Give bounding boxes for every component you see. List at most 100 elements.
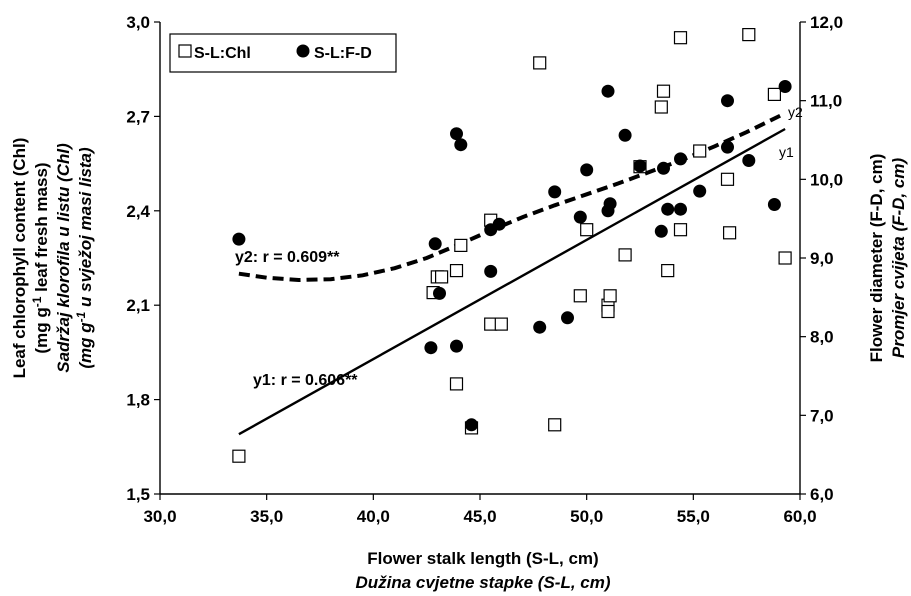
fd-point [580,163,594,177]
right-y-tick-label: 10,0 [810,170,843,189]
chl-point [494,317,508,331]
chl-point [722,226,737,240]
fd-point [721,94,734,108]
x-tick-label: 30,0 [143,507,176,526]
legend: S-L:Chl S-L:F-D [169,33,397,73]
x-axis-title-local: Dužina cvjetne stapke (S-L, cm) [355,573,610,592]
left-y-title-line4: (mg g-1 u svježoj masi lista) [74,147,95,369]
chl-point [454,238,468,252]
y2-annotation: y2: r = 0.609** [235,249,340,266]
chl-point [435,270,449,284]
x-tick-label: 60,0 [783,507,816,526]
x-tick-label: 45,0 [463,507,496,526]
fd-point [601,84,615,98]
legend-circle-marker [296,44,310,58]
right-y-title-local: Promjer cvijeta (F-D, cm) [889,158,908,359]
fd-point [573,210,587,224]
fd-point [618,128,632,142]
fd-point [661,202,675,216]
y2-end-label: y2 [788,104,803,120]
fd-point [465,418,478,432]
right-y-tick-label: 9,0 [810,249,834,268]
chl-point [778,251,792,265]
left-y-tick-label: 1,5 [126,485,150,504]
fd-point [533,320,547,334]
fd-point [674,152,687,166]
left-y-title-line2: (mg g-1 leaf fresh mass) [30,162,51,353]
x-tick-label: 35,0 [250,507,283,526]
x-axis-title: Flower stalk length (S-L, cm) [367,549,598,568]
x-axis-ticks: 30,0 35,0 40,0 45,0 50,0 55,0 60,0 [143,494,817,526]
fd-point [492,217,506,231]
left-y-title-line1: Leaf chlorophyll content (Chl) [10,138,29,379]
chl-point [673,31,688,45]
fd-point [633,159,647,173]
legend-label-fd: S-L:F-D [314,45,372,62]
left-y-title-line3: Sadržaj klorofila u listu (Chl) [54,143,73,373]
fd-point [484,264,498,278]
left-y-tick-label: 1,8 [126,391,150,410]
fd-point [450,339,463,353]
chl-point [603,289,617,303]
left-y-tick-label: 3,0 [126,13,150,32]
fd-point [454,138,468,152]
fd-point [428,237,442,251]
fd-point [693,184,707,198]
fd-point [561,311,574,325]
chl-point [618,248,632,262]
chl-point [232,449,246,463]
chl-point [656,84,671,98]
chl-point [580,223,594,237]
y1-fit-line [238,127,786,436]
right-y-axis-ticks: 6,0 7,0 8,0 9,0 10,0 11,0 12,0 [800,13,843,504]
fit-lines [238,111,786,436]
chl-point [720,172,735,186]
fd-point [657,161,670,175]
right-y-tick-label: 11,0 [810,92,842,111]
legend-label-chl: S-L:Chl [194,45,251,62]
fd-point [742,154,756,167]
y2-fit-line [238,111,786,283]
y1-annotation: y1: r = 0.606** [253,372,358,389]
chl-point [767,87,782,102]
left-y-tick-label: 2,4 [126,202,150,221]
chl-point [601,304,615,319]
chl-point [654,100,668,114]
legend-square-marker [178,44,192,58]
data-points [232,28,792,463]
fd-point [548,185,562,199]
chl-point [449,264,464,278]
y1-end-label: y1 [779,144,794,160]
fd-point [450,127,463,141]
fd-point [778,80,792,93]
x-tick-label: 55,0 [677,507,710,526]
right-y-tick-label: 8,0 [810,328,834,347]
chl-point [449,377,464,391]
fd-point [433,286,446,300]
left-y-tick-label: 2,1 [126,296,150,315]
chl-point [548,418,562,432]
right-y-tick-label: 6,0 [810,485,834,504]
fd-point [654,224,668,238]
right-y-tick-label: 12,0 [810,13,843,32]
chl-point [742,28,756,42]
chl-point [573,289,587,303]
fd-point [767,198,781,211]
chl-point [533,56,547,70]
fd-point [603,197,617,211]
chl-point [693,144,707,158]
chl-point [673,223,688,237]
fd-point [721,140,734,154]
x-tick-label: 50,0 [570,507,603,526]
left-y-axis-ticks: 1,5 1,8 2,1 2,4 2,7 3,0 [126,13,160,504]
fd-point [424,341,438,355]
legend-box [169,33,397,73]
fd-point [674,202,687,216]
fd-point [232,232,246,246]
left-y-tick-label: 2,7 [126,107,150,126]
x-tick-label: 40,0 [357,507,390,526]
right-y-tick-label: 7,0 [810,406,834,425]
chl-point [661,264,675,278]
right-y-title: Flower diameter (F-D, cm) [867,154,886,363]
